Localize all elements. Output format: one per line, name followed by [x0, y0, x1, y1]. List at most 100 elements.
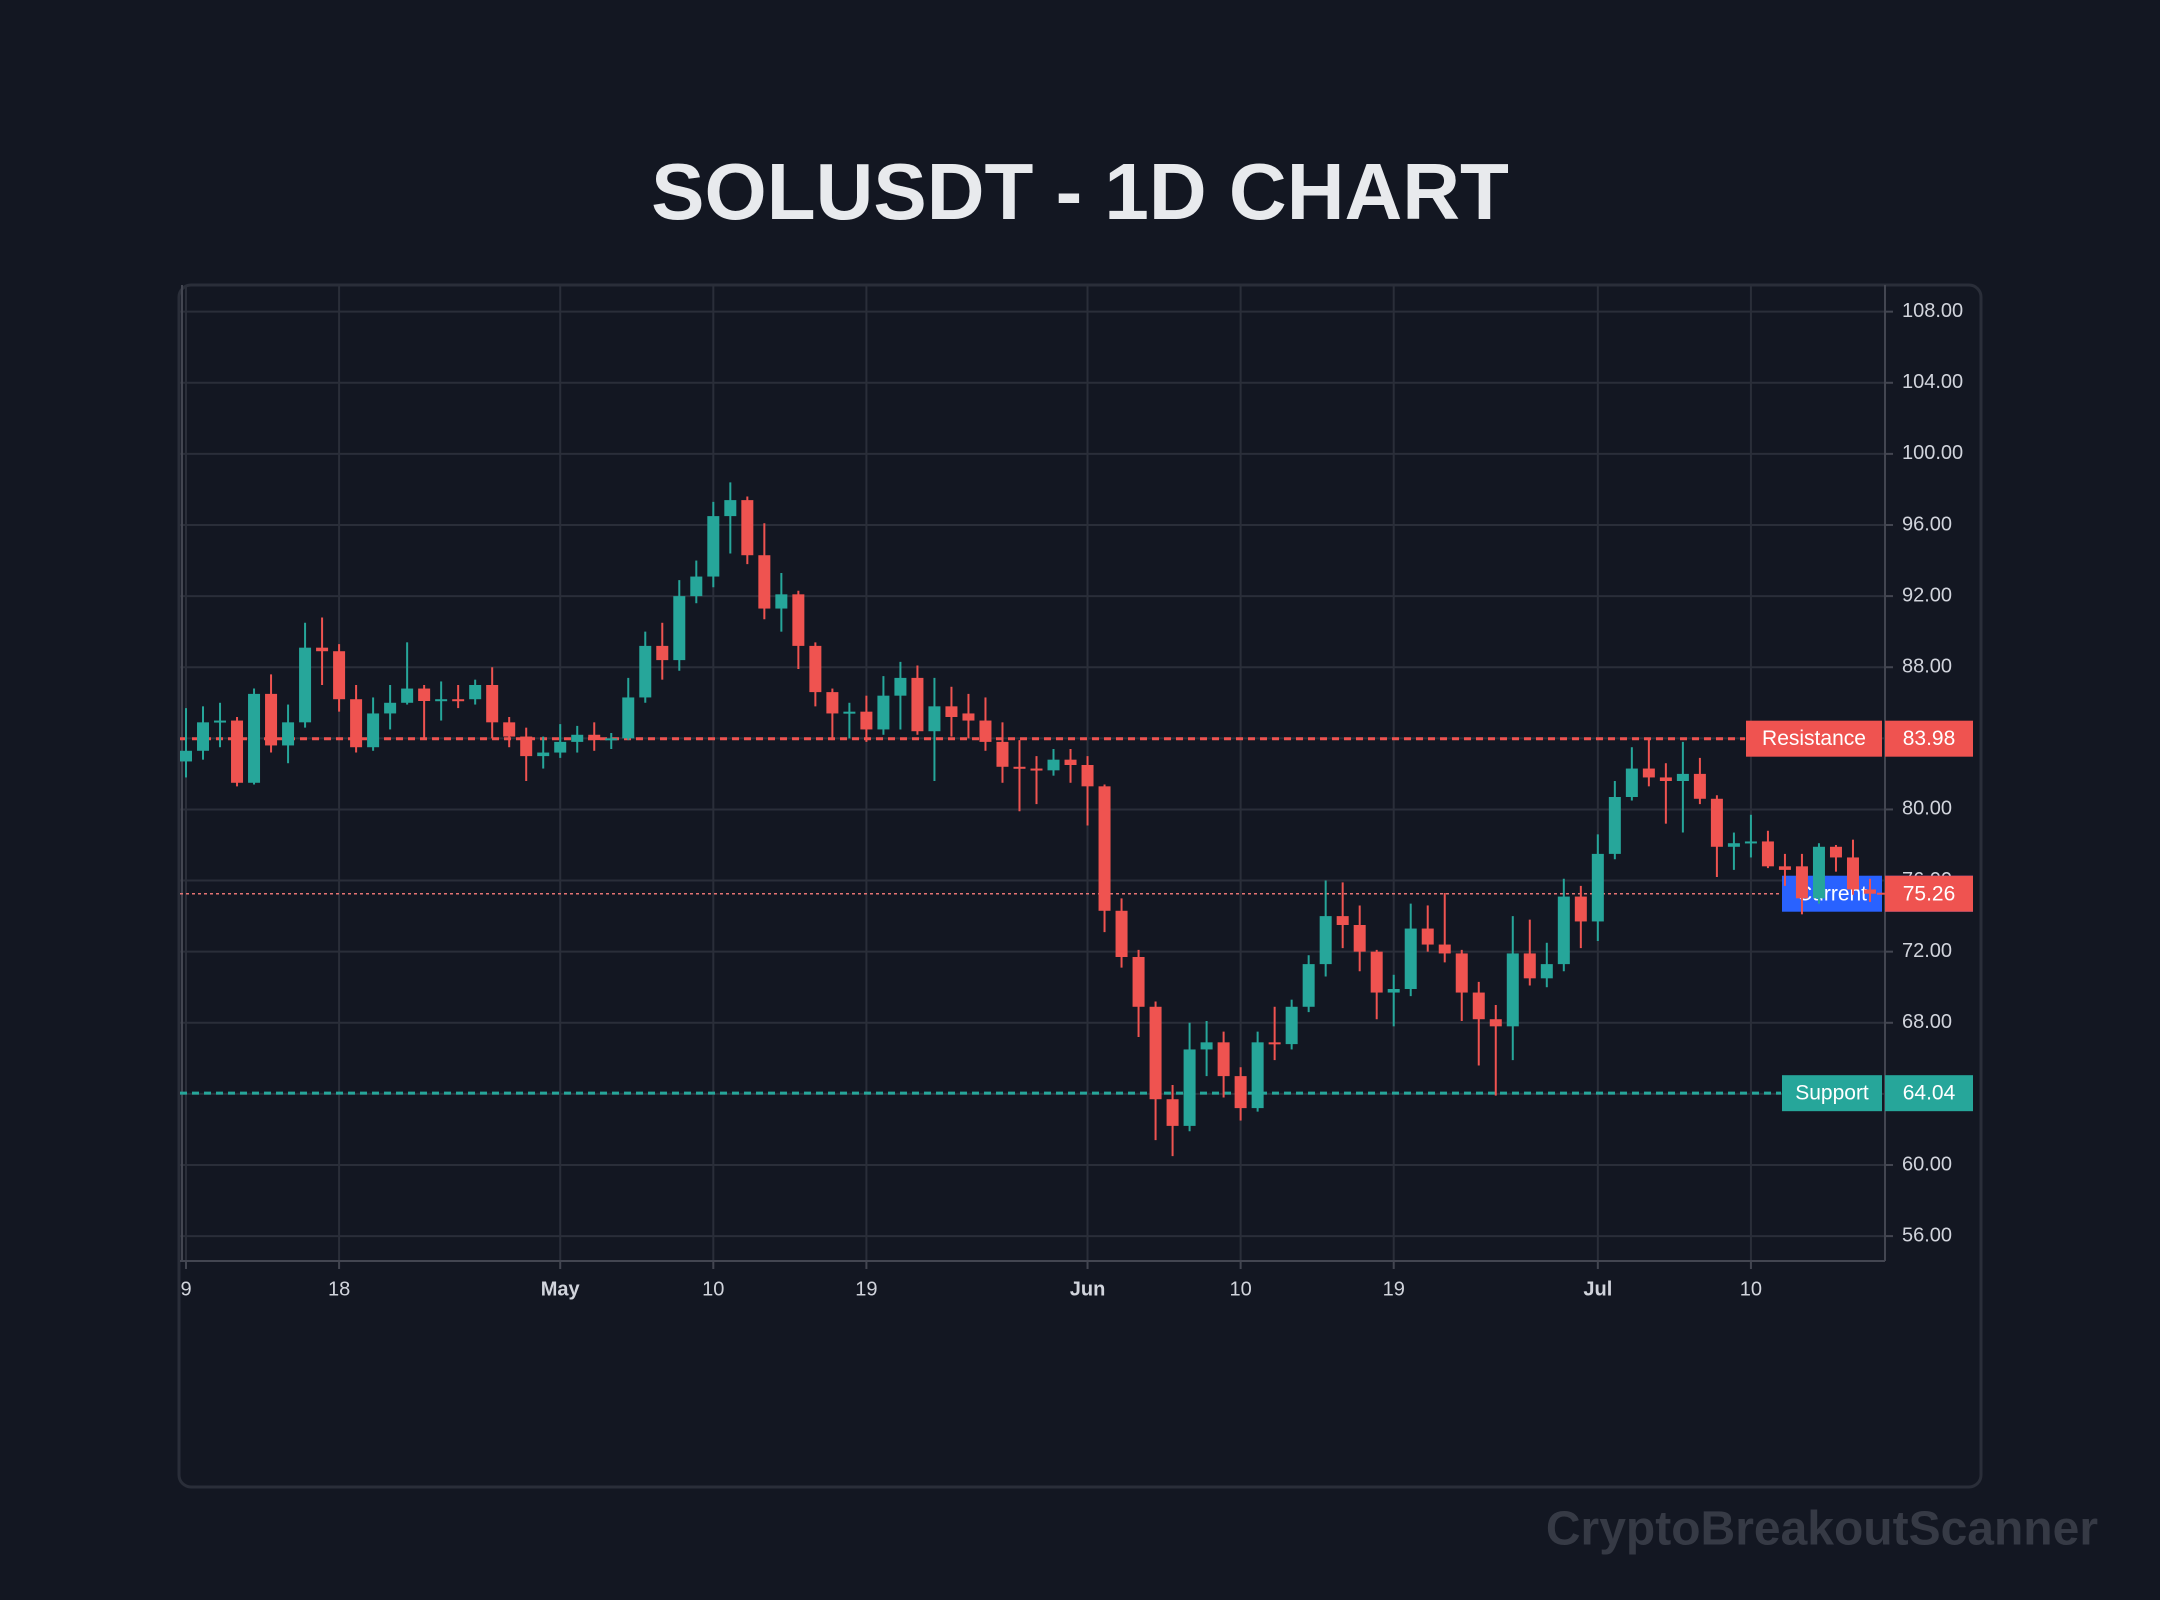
x-tick-label: Jul [1583, 1278, 1612, 1300]
level-name: Support [1795, 1082, 1869, 1105]
candle-body [928, 706, 941, 732]
x-tick-label: 19 [1383, 1278, 1405, 1300]
candle-body [299, 647, 312, 723]
candle-body [1693, 773, 1706, 799]
y-tick-label: 92.00 [1902, 584, 1952, 606]
candle-body [554, 741, 567, 753]
candle-body [792, 594, 805, 646]
last-price-label: 75.26 [1903, 882, 1956, 905]
level-name: Resistance [1762, 727, 1866, 750]
candle-body [1064, 759, 1077, 765]
candle-body [1166, 1099, 1179, 1126]
candle-body [1778, 866, 1791, 870]
x-tick-label: Jun [1070, 1278, 1106, 1300]
level-name-box [1782, 1075, 1882, 1112]
y-tick-label: 108.00 [1902, 300, 1963, 322]
candle-body [452, 699, 465, 702]
candle-body [656, 645, 669, 661]
candle-body [1081, 765, 1094, 787]
candle-body [265, 693, 278, 746]
level-value: 64.04 [1903, 1082, 1956, 1105]
candle-body [1370, 951, 1383, 993]
candle-body [809, 645, 822, 693]
candle-body [826, 692, 839, 714]
candle-body [690, 576, 703, 597]
candle-body [979, 720, 992, 742]
y-tick-label: 104.00 [1902, 371, 1963, 393]
candle-body [1438, 944, 1451, 954]
candle-body [843, 711, 856, 714]
candle-body [1200, 1042, 1213, 1050]
candle-body [1744, 841, 1757, 844]
candle-body [1404, 928, 1417, 989]
candle-body [469, 685, 482, 700]
candle-body [537, 752, 550, 757]
candle-body [1829, 846, 1842, 858]
x-tick-label: 9 [180, 1278, 191, 1300]
candle-body [282, 722, 295, 746]
y-tick-label: 96.00 [1902, 513, 1952, 535]
candle-body [1846, 857, 1859, 890]
candle-body [894, 677, 907, 696]
candle-body [248, 693, 261, 783]
candle-body [588, 734, 601, 741]
candle-body [180, 750, 192, 762]
candle-body [1353, 925, 1366, 952]
level-value-box [1885, 1075, 1973, 1112]
candle-body [214, 720, 227, 723]
candle-body [1013, 766, 1026, 769]
candle-body [520, 736, 533, 757]
candle-body [1302, 964, 1315, 1007]
candle-body [1285, 1006, 1298, 1045]
candle-body [197, 722, 210, 751]
level-value-box [1885, 720, 1973, 757]
candle-body [316, 647, 329, 652]
y-tick-label: 72.00 [1902, 940, 1952, 962]
candle-body [1659, 777, 1672, 781]
y-tick-label: 60.00 [1902, 1153, 1952, 1175]
level-value: 83.98 [1903, 727, 1956, 750]
candle-body [1217, 1042, 1230, 1077]
candle-body [384, 702, 397, 714]
y-tick-label: 100.00 [1902, 442, 1963, 464]
candle-body [1506, 953, 1519, 1027]
candle-body [1336, 916, 1349, 925]
x-tick-label: 10 [1740, 1278, 1762, 1300]
candle-body [1251, 1042, 1264, 1109]
candle-body [1574, 896, 1587, 922]
candle-body [860, 711, 873, 730]
candle-body [1268, 1042, 1281, 1045]
candle-body [911, 677, 924, 732]
candle-body [1625, 768, 1638, 797]
candle-body [1727, 843, 1740, 847]
candle-body [1523, 953, 1536, 979]
candle-body [571, 734, 584, 742]
chart-panel [177, 283, 1983, 1489]
candle-body [1030, 768, 1043, 771]
watermark: CryptoBreakoutScanner [1546, 1503, 2098, 1556]
x-tick-label: 19 [855, 1278, 877, 1300]
candle-body [350, 699, 363, 748]
candle-body [1098, 786, 1111, 911]
candle-body [1132, 957, 1145, 1007]
candle-body [707, 516, 720, 577]
candle-body [1710, 798, 1723, 847]
candle-body [231, 720, 244, 783]
last-price-box [1885, 875, 1973, 912]
candle-body [367, 713, 380, 748]
x-tick-label: May [541, 1278, 581, 1300]
candle-body [1557, 896, 1570, 965]
candle-body [418, 688, 431, 701]
candle-body [622, 697, 635, 739]
candle-body [741, 500, 754, 556]
y-tick-label: 56.00 [1902, 1224, 1952, 1246]
candle-body [724, 500, 737, 517]
candle-body [435, 699, 448, 702]
candle-body [996, 741, 1009, 767]
candle-body [1863, 889, 1876, 894]
chart-title: SOLUSDT - 1D CHART [651, 147, 1509, 236]
candle-body [1642, 768, 1655, 778]
candle-body [1149, 1006, 1162, 1100]
